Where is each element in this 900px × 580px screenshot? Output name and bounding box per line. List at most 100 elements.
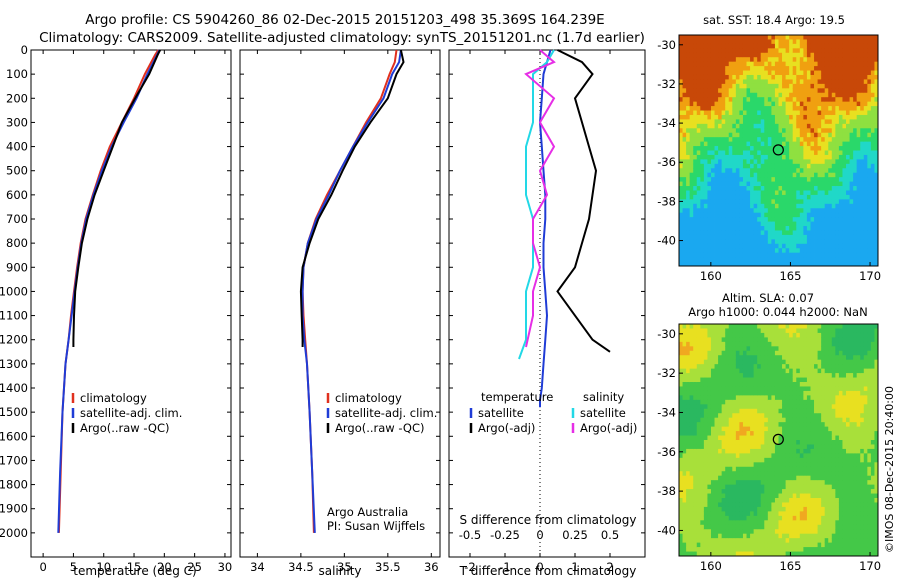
map-cell xyxy=(874,106,879,111)
map-cell xyxy=(796,448,801,454)
map-cell xyxy=(842,212,847,218)
map-cell xyxy=(806,123,811,129)
map-cell xyxy=(686,399,691,405)
map-cell xyxy=(707,520,712,526)
map-cell xyxy=(707,404,712,410)
map-cell xyxy=(846,221,850,227)
map-cell xyxy=(817,66,822,71)
map-cell xyxy=(821,146,826,151)
map-cell xyxy=(764,368,769,374)
map-cell xyxy=(874,128,879,134)
map-cell xyxy=(757,332,762,338)
map-cell xyxy=(725,435,730,441)
map-cell xyxy=(696,57,701,63)
map-cell xyxy=(867,79,872,85)
map-cell xyxy=(725,261,730,267)
map-cell xyxy=(828,252,833,258)
map-cell xyxy=(785,106,790,111)
map-cell xyxy=(764,377,769,383)
map-cell xyxy=(867,52,872,58)
map-cell xyxy=(867,181,872,187)
map-cell xyxy=(764,355,769,361)
map-cell xyxy=(760,43,765,49)
map-cell xyxy=(700,106,705,111)
map-cell xyxy=(831,114,836,120)
map-cell xyxy=(778,190,783,196)
map-cell xyxy=(742,226,747,231)
map-cell xyxy=(774,172,779,178)
map-cell xyxy=(782,395,786,401)
map-cell xyxy=(693,440,698,445)
map-cell xyxy=(767,137,772,143)
map-cell xyxy=(721,119,726,125)
map-cell xyxy=(796,440,801,445)
map-cell xyxy=(796,159,801,165)
map-cell xyxy=(870,137,875,143)
map-cell xyxy=(824,92,829,98)
map-cell xyxy=(792,324,797,329)
map-cell xyxy=(700,431,705,436)
map-cell xyxy=(739,43,744,49)
map-cell xyxy=(693,128,698,134)
map-cell xyxy=(718,471,723,477)
map-cell xyxy=(750,234,755,240)
map-cell xyxy=(686,239,691,245)
map-cell xyxy=(757,373,762,378)
map-cell xyxy=(682,226,687,231)
map-cell xyxy=(703,426,708,432)
map-cell xyxy=(789,498,794,503)
map-cell xyxy=(789,52,794,58)
map-cell xyxy=(735,66,740,71)
map-cell xyxy=(739,480,744,486)
map-cell xyxy=(739,484,744,490)
map-cell xyxy=(821,101,826,107)
map-cell xyxy=(696,533,701,539)
map-cell xyxy=(767,168,772,174)
map-cell xyxy=(714,368,719,374)
map-cell xyxy=(782,248,786,254)
map-cell xyxy=(739,172,744,178)
map-cell xyxy=(753,83,758,89)
map-cell xyxy=(778,159,783,165)
map-cell xyxy=(810,221,815,227)
map-cell xyxy=(689,399,694,405)
map-cell xyxy=(870,83,875,89)
map-cell xyxy=(753,181,758,187)
map-cell xyxy=(689,48,694,54)
map-cell xyxy=(767,261,772,267)
map-cell xyxy=(757,328,762,334)
map-cell xyxy=(774,226,779,231)
map-cell xyxy=(760,382,765,387)
map-cell xyxy=(703,444,708,450)
map-cell xyxy=(789,257,794,262)
map-cell xyxy=(806,106,811,111)
map-cell xyxy=(710,61,715,67)
map-cell xyxy=(856,159,861,165)
map-cell xyxy=(707,154,712,160)
map-cell xyxy=(750,498,755,503)
map-cell xyxy=(735,364,740,370)
map-cell xyxy=(799,132,804,138)
map-cell xyxy=(810,177,815,182)
map-cell xyxy=(821,141,826,147)
map-cell xyxy=(707,199,712,205)
map-cell xyxy=(689,386,694,392)
map-cell xyxy=(732,498,737,503)
map-cell xyxy=(710,186,715,191)
map-cell xyxy=(771,177,776,182)
map-cell xyxy=(764,551,769,557)
map-cell xyxy=(703,399,708,405)
map-cell xyxy=(771,448,776,454)
map-cell xyxy=(764,346,769,352)
map-cell xyxy=(732,48,737,54)
map-cell xyxy=(760,399,765,405)
map-cell xyxy=(686,212,691,218)
x-tick-label: 165 xyxy=(779,269,801,283)
map-cell xyxy=(838,123,843,129)
map-cell xyxy=(714,413,719,419)
map-cell xyxy=(764,150,769,156)
map-cell xyxy=(814,57,818,63)
map-cell xyxy=(721,529,726,535)
map-cell xyxy=(732,484,737,490)
map-cell xyxy=(725,547,730,552)
